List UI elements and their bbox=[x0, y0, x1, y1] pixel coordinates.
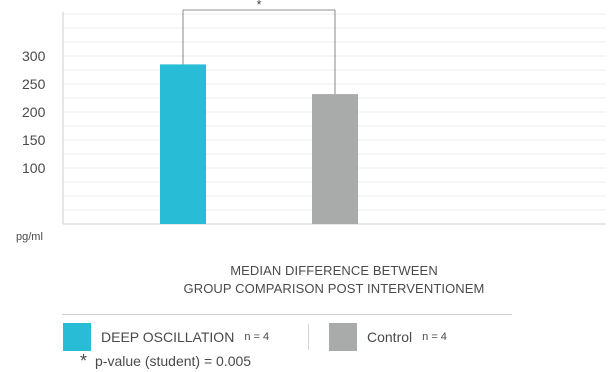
legend-item-deep-oscillation: DEEP OSCILLATION n = 4 bbox=[63, 322, 269, 352]
legend-swatch-deep-oscillation bbox=[63, 323, 91, 351]
y-tick-label: 150 bbox=[22, 132, 46, 148]
legend-divider bbox=[308, 324, 309, 350]
p-value-footnote: * p-value (student) = 0.005 bbox=[80, 351, 252, 371]
bar-control bbox=[312, 94, 358, 224]
legend-separator bbox=[62, 314, 512, 315]
y-tick-label: 250 bbox=[22, 76, 46, 92]
bar-deep-oscillation bbox=[160, 64, 206, 225]
legend-n-deep-oscillation: n = 4 bbox=[244, 331, 270, 343]
footnote-star-icon: * bbox=[80, 351, 88, 371]
bars bbox=[160, 64, 358, 225]
significance-star: * bbox=[256, 0, 261, 12]
footnote-text: p-value (student) = 0.005 bbox=[95, 353, 252, 369]
legend-label-deep-oscillation: DEEP OSCILLATION bbox=[101, 329, 235, 345]
y-tick-labels: 100 150 200 250 300 bbox=[22, 48, 46, 176]
legend-label-control: Control bbox=[367, 329, 413, 345]
legend-item-control: Control n = 4 bbox=[329, 322, 447, 352]
chart-caption-line-1: MEDIAN DIFFERENCE BETWEEN bbox=[230, 263, 438, 278]
legend-n-control: n = 4 bbox=[422, 331, 447, 343]
y-tick-label: 300 bbox=[22, 48, 46, 64]
significance-bracket bbox=[182, 9, 336, 95]
chart-caption-line-2: GROUP COMPARISON POST INTERVENTIONEM bbox=[183, 281, 485, 296]
y-axis-unit-label: pg/ml bbox=[16, 231, 43, 243]
y-tick-label: 200 bbox=[22, 104, 46, 120]
bar-chart: 100 150 200 250 300 pg/ml * bbox=[16, 0, 606, 243]
y-tick-label: 100 bbox=[22, 160, 46, 176]
legend-swatch-control bbox=[329, 323, 357, 351]
